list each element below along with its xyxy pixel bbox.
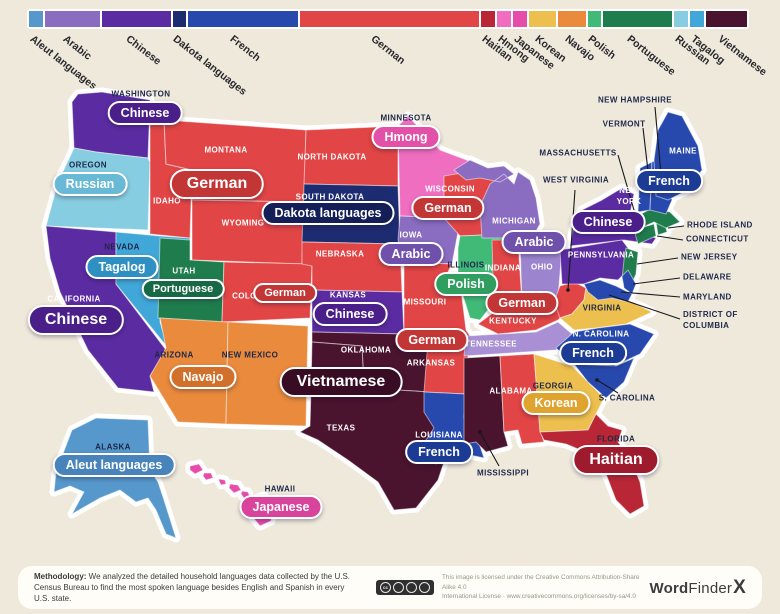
state-kansas <box>311 289 405 335</box>
legend-swatch-vietnamese: Vietnamese <box>705 11 769 78</box>
callout-line-south-carolina <box>596 379 619 394</box>
callout-line-new-jersey <box>636 257 679 265</box>
legend-swatch-french: French <box>188 11 299 64</box>
callout-line-west-virginia <box>567 189 576 291</box>
cc-license-icon: cc <box>376 580 434 595</box>
legend-swatch-japanese: Japanese <box>511 11 556 72</box>
cc-sa-icon <box>419 582 430 593</box>
callout-line-massachusetts <box>617 154 637 218</box>
callout-dot-west-virginia <box>566 288 570 292</box>
state-michigan <box>453 159 541 239</box>
methodology-text: Methodology: We analyzed the detailed ho… <box>34 571 351 604</box>
state-wyoming <box>191 199 305 265</box>
legend-swatch-dakota: Dakota languages <box>171 11 249 98</box>
legend-swatch-korean: Korean <box>528 11 569 65</box>
footer-card: Methodology: We analyzed the detailed ho… <box>18 566 762 609</box>
state-nebraska <box>301 241 403 293</box>
legend-swatch-aleut: Aleut languages <box>27 11 99 92</box>
language-legend: Aleut languages Arabic Chinese Dakota langu… <box>27 9 769 98</box>
cc-by-icon <box>393 582 404 593</box>
state-south-carolina <box>573 357 635 399</box>
state-south-dakota <box>301 183 401 245</box>
legend-swatch-polish: Polish <box>586 11 618 62</box>
state-new-mexico <box>225 321 309 427</box>
legend-swatch-german: German <box>300 11 480 67</box>
callout-dot-massachusetts <box>634 215 638 219</box>
legend-swatch-tagalog: Tagalog <box>688 11 727 67</box>
state-alaska <box>53 417 177 539</box>
callout-line-district-of-columbia <box>608 294 681 320</box>
state-washington <box>71 91 151 159</box>
state-north-dakota <box>303 125 399 187</box>
callout-dot-mississippi <box>478 430 482 434</box>
legend-swatch-chinese: Chinese <box>101 11 171 68</box>
callout-line-delaware <box>632 277 681 285</box>
license-text: This image is licensed under the Creativ… <box>442 574 640 601</box>
state-indiana <box>491 239 523 315</box>
methodology-label: Methodology: <box>34 571 87 581</box>
callout-dot-south-carolina <box>595 378 599 382</box>
legend-swatch-arabic: Arabic <box>44 11 100 63</box>
legend-swatch-haitian: Haitian <box>480 11 515 64</box>
state-colorado <box>221 261 313 323</box>
state-oregon <box>45 147 151 231</box>
wordfinderx-logo: WordFinderX <box>649 576 746 598</box>
legend-swatch-navajo: Navajo <box>558 11 597 64</box>
cc-icon: cc <box>380 582 391 593</box>
state-pennsylvania <box>559 239 635 285</box>
callout-line-mississippi <box>479 431 500 467</box>
callout-line-rhode-island <box>667 225 685 229</box>
callout-line-maryland <box>620 291 681 298</box>
legend-swatch-russian: Russian <box>673 11 712 68</box>
legend-swatch-hmong: Hmong <box>495 11 531 65</box>
state-delaware <box>621 269 637 295</box>
legend-swatch-portuguese: Portuguese <box>603 11 678 78</box>
cc-nc-icon <box>406 582 417 593</box>
callout-line-connecticut <box>656 235 684 241</box>
